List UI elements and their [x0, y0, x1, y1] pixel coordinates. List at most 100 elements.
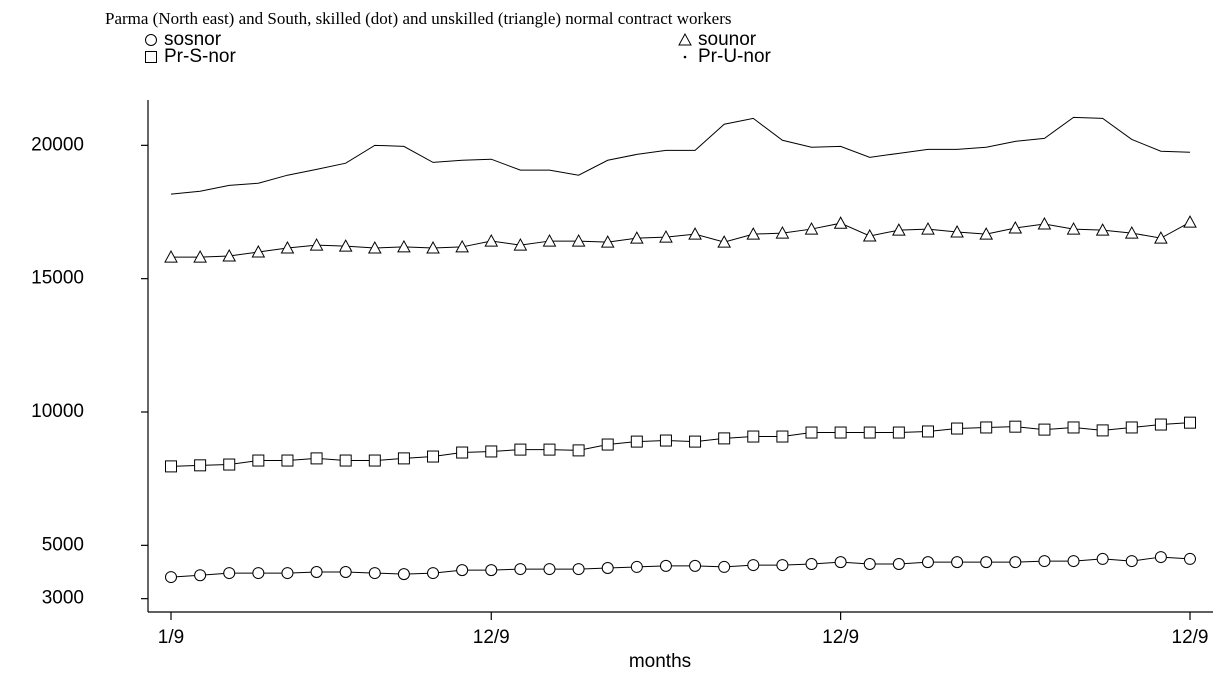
data-point	[747, 430, 760, 443]
data-point	[1096, 552, 1109, 565]
legend-label: Pr-U-nor	[698, 46, 772, 67]
data-point	[717, 235, 732, 248]
data-point	[367, 240, 382, 254]
data-point	[921, 425, 934, 438]
data-point	[747, 559, 760, 572]
x-tick-label: 12/9	[473, 627, 510, 648]
data-point	[659, 559, 672, 572]
data-point	[426, 240, 440, 254]
data-point	[542, 234, 557, 247]
data-point	[1154, 551, 1167, 564]
data-point	[397, 568, 410, 581]
data-point	[630, 435, 643, 448]
data-point	[600, 235, 615, 248]
legend-label: sosnor	[164, 29, 222, 50]
data-point	[805, 558, 818, 570]
data-point	[689, 435, 702, 448]
data-point	[456, 446, 469, 459]
data-point	[222, 248, 237, 262]
data-point	[252, 567, 265, 580]
data-point	[1125, 421, 1138, 434]
data-point	[921, 222, 935, 235]
data-point	[368, 567, 381, 580]
data-point	[514, 563, 527, 576]
data-point	[1096, 424, 1109, 437]
data-point	[194, 569, 207, 582]
data-point	[484, 234, 499, 247]
data-point	[485, 445, 498, 458]
data-point	[688, 227, 702, 240]
data-point	[309, 238, 324, 251]
data-point	[601, 438, 614, 451]
data-point	[572, 563, 585, 576]
data-point	[659, 434, 672, 447]
data-point	[980, 421, 993, 434]
x-axis-label: months	[629, 651, 691, 672]
data-point	[1183, 215, 1197, 228]
series-line	[170, 422, 1191, 467]
data-point	[543, 563, 556, 576]
data-point	[252, 454, 265, 467]
series-line	[170, 116, 1191, 195]
series-line	[170, 556, 1191, 578]
legend-symbol	[145, 51, 157, 63]
data-point	[456, 564, 469, 577]
data-point	[718, 560, 731, 573]
data-point	[1067, 555, 1080, 568]
data-point	[1009, 420, 1022, 433]
data-point	[1154, 418, 1167, 431]
data-point	[1009, 556, 1022, 569]
data-point	[572, 444, 585, 457]
data-point	[1038, 423, 1051, 436]
data-point	[165, 571, 177, 584]
data-point	[979, 227, 994, 240]
data-point	[368, 454, 381, 467]
data-point	[629, 231, 644, 244]
data-point	[863, 426, 876, 439]
data-point	[630, 560, 643, 573]
data-point	[193, 250, 207, 263]
data-point	[1125, 555, 1138, 568]
data-point	[1124, 226, 1139, 239]
data-point	[397, 239, 411, 253]
data-point	[833, 216, 848, 229]
data-point	[427, 450, 440, 463]
data-point	[776, 430, 789, 443]
data-point	[1066, 222, 1081, 235]
data-point	[862, 228, 877, 242]
data-point	[223, 567, 236, 580]
data-point	[1037, 216, 1052, 230]
data-point	[281, 567, 294, 580]
y-tick-label: 3000	[42, 588, 84, 609]
data-point	[951, 422, 964, 435]
data-point	[1067, 421, 1080, 434]
data-point	[892, 558, 905, 570]
data-point	[338, 239, 353, 252]
data-point	[514, 443, 527, 456]
data-point	[1184, 416, 1196, 429]
data-point	[776, 559, 789, 572]
data-point	[310, 566, 323, 578]
data-point	[805, 426, 818, 439]
y-tick-label: 10000	[31, 401, 84, 422]
data-point	[1008, 220, 1023, 234]
data-point	[834, 556, 847, 569]
y-tick-label: 15000	[31, 268, 84, 289]
data-point	[223, 458, 236, 471]
legend-label: sounor	[698, 29, 757, 50]
data-point	[746, 227, 761, 240]
data-point	[689, 559, 702, 572]
data-point	[804, 222, 819, 235]
data-point	[281, 454, 294, 467]
data-point	[659, 230, 673, 243]
data-point	[485, 564, 498, 577]
data-point	[950, 224, 964, 238]
chart-title: Parma (North east) and South, skilled (d…	[105, 9, 731, 28]
data-point	[863, 558, 876, 570]
data-point	[310, 452, 323, 465]
data-point	[834, 426, 847, 439]
data-point	[455, 239, 469, 253]
legend-label: Pr-S-nor	[164, 46, 236, 67]
x-tick-label: 12/9	[1172, 627, 1209, 648]
